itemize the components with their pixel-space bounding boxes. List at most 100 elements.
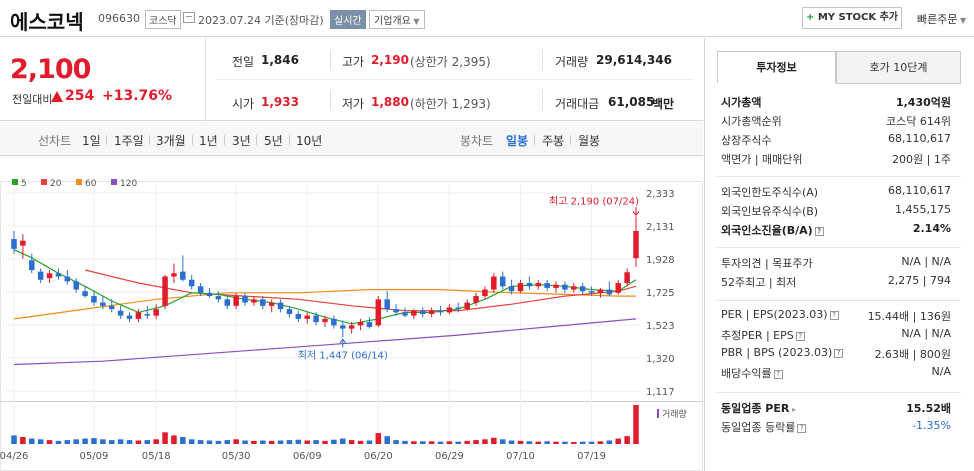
candle-body <box>322 318 328 323</box>
ma60-line <box>13 289 636 320</box>
quick-order-button[interactable]: 빠른주문 ▼ <box>917 11 966 27</box>
divider <box>717 300 961 301</box>
tab-quote-10[interactable]: 호가 10단계 <box>836 51 961 84</box>
tab-period-5y[interactable]: 5년 <box>264 134 283 148</box>
stock-code: 096630 <box>98 12 140 25</box>
candle-body <box>437 310 444 313</box>
info-row: 상장주식수 68,110,617 <box>721 132 951 150</box>
help-icon[interactable]: ? <box>829 310 839 320</box>
tab-period-1w[interactable]: 1주일 <box>114 134 144 148</box>
info-row-label: 시가총액 <box>721 96 762 109</box>
candle-body <box>242 296 248 303</box>
info-row-value: 1,455,175 <box>895 203 951 216</box>
help-icon[interactable]: ? <box>834 348 844 358</box>
volume-bar <box>544 441 550 444</box>
candle-body <box>117 310 124 316</box>
help-icon[interactable]: ? <box>814 226 824 236</box>
volume-bar <box>419 441 426 444</box>
candle-body <box>606 289 613 295</box>
realtime-button[interactable]: 실시간 <box>330 10 366 29</box>
y-tick-label: 1,928 <box>646 255 675 266</box>
tab-period-1d[interactable]: 1일 <box>82 134 101 148</box>
prev-close-label: 전일 <box>232 55 255 69</box>
high-value: 2,190 <box>371 53 409 67</box>
volume-bar <box>499 439 506 444</box>
candlestick-chart[interactable]: 2,333 2,131 1,928 1,725 1,523 1,320 1,117 04/26… <box>0 157 703 471</box>
divider <box>289 135 290 145</box>
info-row-label: 액면가 | 매매단위 <box>721 153 803 166</box>
candle-body <box>491 276 497 290</box>
help-icon[interactable]: ? <box>797 423 807 433</box>
info-row-value: N/A <box>931 365 951 378</box>
diff-label: 전일대비 <box>12 93 53 106</box>
volume-bar <box>340 438 346 444</box>
candle-body <box>331 318 337 326</box>
volume-bar <box>313 440 319 444</box>
volume-bar <box>180 436 186 444</box>
volume-bar <box>11 435 17 444</box>
chevron-down-icon: ▼ <box>957 16 967 25</box>
tab-candle-daily[interactable]: 일봉 <box>506 134 529 148</box>
candle-body <box>393 309 399 313</box>
volume-bar <box>108 440 115 444</box>
candle-body <box>135 312 142 319</box>
volume-bar <box>384 436 390 444</box>
candle-body <box>180 271 186 280</box>
info-row-label: 동일업종 등락률? <box>721 419 807 435</box>
info-row: 외국인소진율(B/A)? 2.14% <box>721 222 951 240</box>
quick-order-label: 빠른주문 <box>917 13 958 26</box>
tab-period-3m[interactable]: 3개월 <box>156 134 186 148</box>
divider <box>717 176 961 177</box>
tab-candle-chart[interactable]: 봉차트 <box>460 134 494 148</box>
info-row-value: 코스닥 614위 <box>886 115 951 128</box>
stock-header: 에스코넥 096630 코스닥 2023.07.24 기준(장마감) 실시간 기… <box>0 0 974 37</box>
candle-body <box>197 286 204 293</box>
company-overview-label: 기업개요 <box>374 16 411 27</box>
company-overview-button[interactable]: 기업개요 ▼ <box>369 10 425 29</box>
info-row-value: 2.14% <box>912 222 951 235</box>
candle-body <box>295 313 302 319</box>
volume-bar <box>188 439 195 444</box>
chevron-right-icon[interactable]: ▸ <box>789 405 797 414</box>
diff-rate: +13.76% <box>102 88 173 104</box>
volume-bar <box>517 440 524 444</box>
tab-period-3y[interactable]: 3년 <box>232 134 251 148</box>
tab-period-10y[interactable]: 10년 <box>296 134 323 148</box>
date-text: 2023.07.24 기준(장마감) <box>198 14 324 27</box>
divider <box>256 135 257 145</box>
divider <box>570 135 571 145</box>
candle-body <box>508 286 515 292</box>
help-icon[interactable]: ? <box>773 369 783 379</box>
volume-bar <box>277 440 284 444</box>
candle-body <box>251 299 257 303</box>
divider <box>224 135 225 145</box>
help-icon[interactable]: ? <box>795 331 805 341</box>
tab-candle-weekly[interactable]: 주봉 <box>542 134 565 148</box>
candle-body <box>37 271 44 280</box>
info-row: 52주최고 | 최저 2,275 | 794 <box>721 274 951 292</box>
candle-body <box>624 272 630 284</box>
info-row-label: 추정PER | EPS? <box>721 327 805 343</box>
tab-line-chart[interactable]: 선차트 <box>38 134 72 148</box>
tab-invest-info[interactable]: 투자정보 <box>717 51 836 84</box>
high-arrow-head <box>632 210 640 217</box>
volume-bar <box>197 440 204 444</box>
market-badge: 코스닥 <box>145 10 181 29</box>
tab-period-1y[interactable]: 1년 <box>199 134 218 148</box>
legend-label: 20 <box>50 179 62 189</box>
candle-body <box>162 276 168 306</box>
my-stock-add-button[interactable]: + MY STOCK 추가 <box>802 7 902 29</box>
candle-body <box>402 312 408 316</box>
volume-bar <box>322 440 328 444</box>
volume-bar <box>535 441 542 444</box>
volume-bar <box>260 440 266 444</box>
x-tick-label: 07/19 <box>577 451 606 462</box>
info-row: 외국인한도주식수(A) 68,110,617 <box>721 184 951 202</box>
candle-body <box>597 289 604 293</box>
volume-bar <box>117 439 124 444</box>
info-row: 동일업종 등락률? -1.35% <box>721 419 951 437</box>
candle-body <box>455 307 462 310</box>
tab-candle-monthly[interactable]: 월봉 <box>578 134 601 148</box>
volume-legend-marker <box>657 409 659 418</box>
candle-body <box>46 273 53 279</box>
